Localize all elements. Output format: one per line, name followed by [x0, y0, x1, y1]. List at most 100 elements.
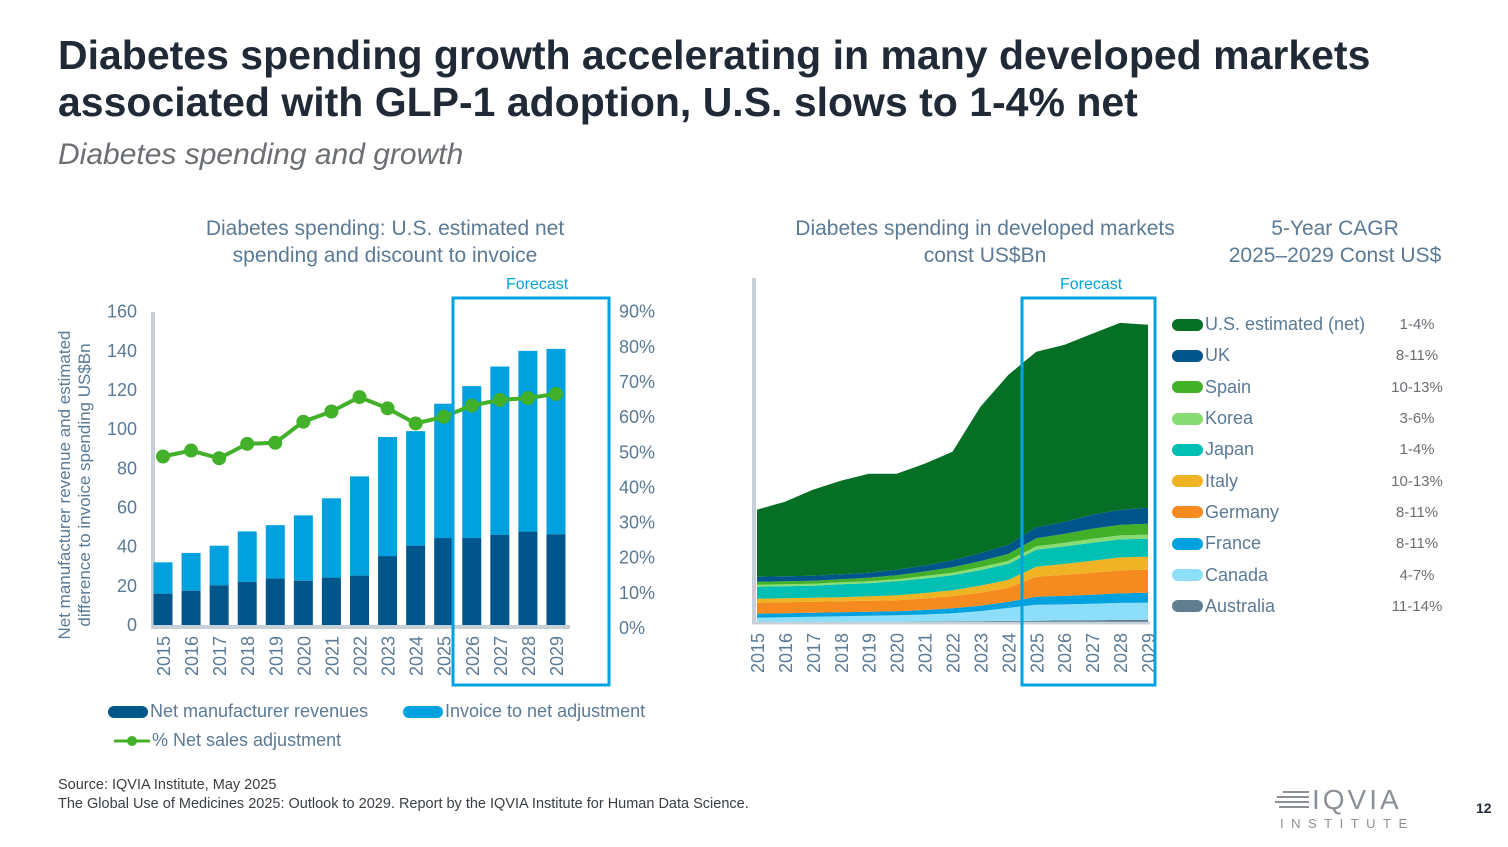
x-tick-label: 2028 [1111, 633, 1131, 673]
bar-net-manufacturer [490, 534, 510, 625]
legend-swatch [1172, 443, 1203, 456]
left-chart-title: Diabetes spending: U.S. estimated net sp… [160, 215, 610, 269]
y-tick-label: 0 [127, 615, 137, 635]
legend-item-invoice-to-net: Invoice to net adjustment [403, 701, 645, 722]
bar-net-manufacturer [378, 556, 398, 625]
legend-swatch [108, 705, 148, 718]
bar-net-manufacturer [434, 538, 454, 625]
legend-item: Korea 3-6% [1172, 403, 1452, 434]
legend-item: U.S. estimated (net) 1-4% [1172, 309, 1452, 340]
x-tick-label: 2020 [888, 633, 908, 673]
area-spain [757, 523, 1148, 585]
legend-item-net-sales-adjustment: % Net sales adjustment [114, 730, 341, 751]
cagr-value: 1-4% [1399, 441, 1435, 459]
left-forecast-label: Forecast [506, 276, 569, 293]
x-tick-label: 2015 [154, 636, 174, 676]
cagr-value: 8-11% [1395, 535, 1439, 553]
x-tick-label: 2024 [999, 633, 1019, 673]
left-chart-title-line1: Diabetes spending: U.S. estimated net [205, 217, 565, 240]
x-tick-label: 2019 [266, 636, 286, 676]
x-tick-label: 2025 [435, 636, 455, 676]
legend-swatch [1172, 475, 1203, 488]
legend-swatch [1172, 381, 1203, 394]
cagr-value: 3-6% [1399, 410, 1435, 428]
cagr-value: 10-13% [1391, 472, 1443, 490]
x-tick-label: 2018 [832, 633, 852, 673]
cagr-value: 8-11% [1395, 347, 1439, 365]
bar-net-manufacturer [406, 545, 426, 625]
legend-label: Spain [1205, 376, 1252, 397]
bar-net-manufacturer [349, 575, 369, 625]
y-tick-label: 80 [117, 458, 137, 478]
legend-label: Japan [1205, 439, 1255, 460]
legend-swatch [1172, 569, 1203, 582]
logo-text: IQVIA [1312, 784, 1402, 815]
cagr-value: 10-13% [1391, 378, 1443, 396]
legend-label: Germany [1205, 501, 1280, 522]
y-tick-label: 160 [107, 302, 137, 322]
y-tick-label: 100 [107, 419, 137, 439]
x-tick-label: 2028 [519, 636, 539, 676]
slide-title: Diabetes spending growth accelerating in… [58, 32, 1371, 125]
x-tick-label: 2017 [210, 636, 230, 676]
legend-item: Germany 8-11% [1172, 497, 1452, 528]
line-marker-icon [114, 735, 150, 746]
y-tick-label: 60 [117, 498, 137, 518]
bar-invoice-to-net [546, 348, 566, 535]
x-tick-label: 2015 [748, 633, 768, 673]
x-tick-label: 2021 [916, 633, 936, 673]
y2-tick-label: 50% [619, 442, 655, 462]
bar-net-manufacturer [518, 531, 538, 625]
legend-label: Invoice to net adjustment [445, 701, 646, 721]
x-tick-label: 2021 [322, 636, 342, 676]
x-tick-label: 2023 [971, 633, 991, 673]
x-tick-label: 2025 [1027, 633, 1047, 673]
cagr-title: 5-Year CAGR 2025–2029 Const US$ [1210, 215, 1460, 269]
x-tick-label: 2022 [944, 633, 964, 673]
net-sales-adjustment-point [352, 390, 367, 405]
bar-net-manufacturer [209, 585, 229, 625]
iqvia-logo: IQVIA INSTITUTE [1275, 784, 1415, 831]
cagr-title-line2: 2025–2029 Const US$ [1228, 244, 1442, 267]
legend-item: Italy 10-13% [1172, 465, 1452, 496]
cagr-value: 4-7% [1399, 566, 1435, 584]
y-tick-label: 40 [117, 537, 137, 557]
legend-label: U.S. estimated (net) [1205, 314, 1366, 335]
bar-net-manufacturer [546, 534, 566, 625]
net-sales-adjustment-point [240, 436, 255, 451]
area-canada [757, 602, 1148, 622]
legend-swatch [1172, 412, 1203, 425]
x-tick-label: 2022 [350, 636, 370, 676]
legend-label: Italy [1205, 470, 1239, 491]
bar-invoice-to-net [434, 403, 454, 539]
bar-net-manufacturer [181, 590, 201, 625]
right-chart-title: Diabetes spending in developed markets c… [770, 215, 1200, 269]
right-chart-title-line2: const US$Bn [923, 244, 1047, 267]
net-sales-adjustment-point [268, 435, 283, 450]
legend-swatch [403, 705, 443, 718]
bar-net-manufacturer [237, 581, 257, 625]
bar-invoice-to-net [349, 476, 369, 576]
legend-swatch [1172, 537, 1203, 550]
cagr-value: 8-11% [1395, 503, 1439, 521]
y2-tick-label: 10% [619, 583, 655, 603]
y2-tick-label: 30% [619, 513, 655, 533]
logo-lines-icon [1275, 791, 1309, 808]
legend-item: Spain 10-13% [1172, 372, 1452, 403]
bar-invoice-to-net [490, 366, 510, 535]
legend-swatch [1172, 506, 1203, 519]
net-sales-adjustment-point [324, 404, 339, 419]
legend-label: Canada [1205, 564, 1269, 585]
y2-tick-label: 90% [619, 302, 655, 322]
bar-invoice-to-net [518, 350, 538, 532]
cagr-value: 1-4% [1399, 316, 1435, 334]
net-sales-adjustment-point [548, 386, 563, 401]
area-australia [757, 619, 1148, 622]
right-legend: U.S. estimated (net) 1-4% UK 8-11% Spain 10-1… [1172, 309, 1452, 622]
bar-net-manufacturer [153, 593, 173, 625]
x-tick-label: 2023 [379, 636, 399, 676]
y-tick-label: 120 [107, 380, 137, 400]
x-tick-label: 2018 [238, 636, 258, 676]
